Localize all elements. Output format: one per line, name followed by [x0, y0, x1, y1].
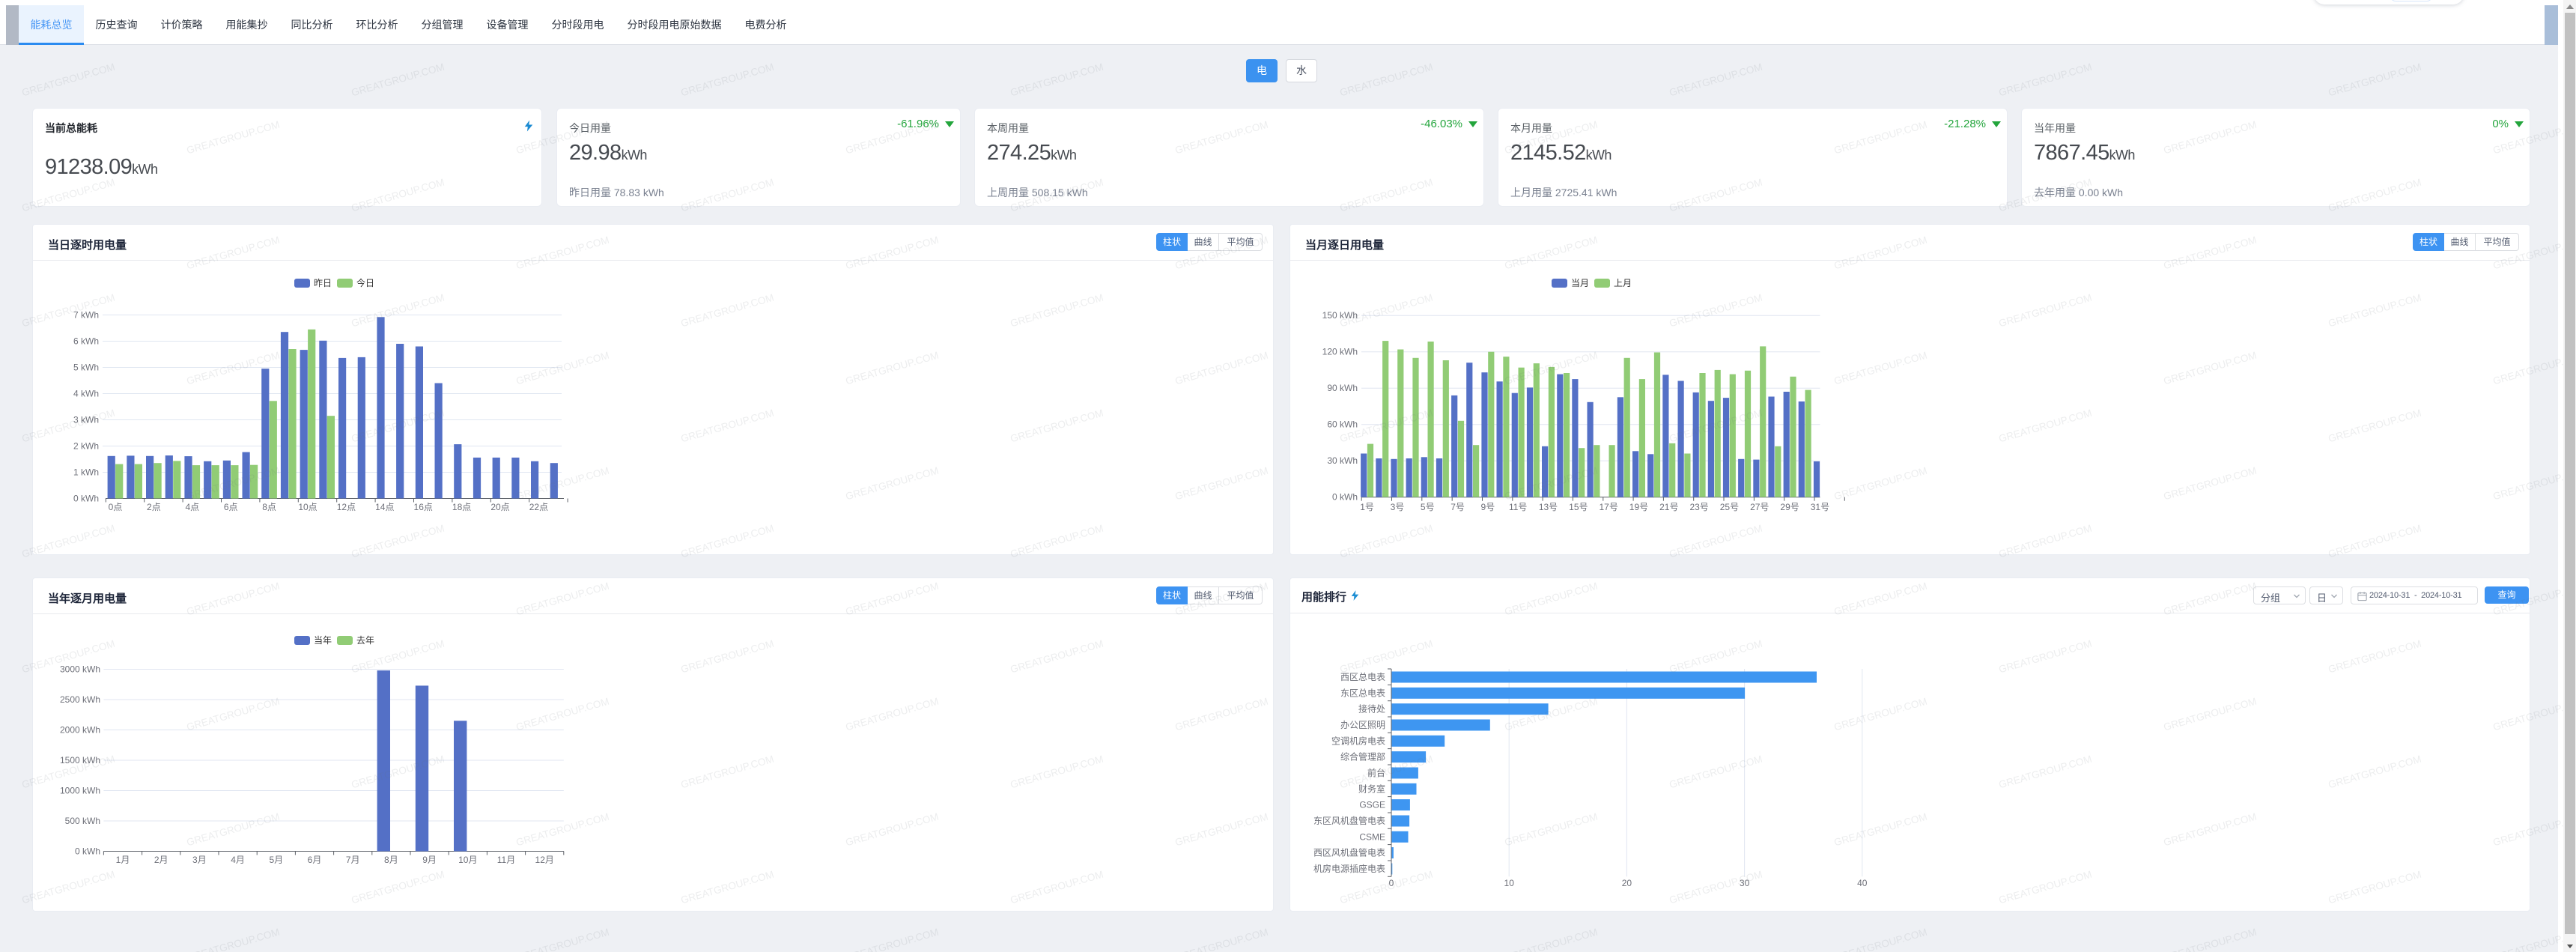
- svg-text:当年: 当年: [314, 635, 332, 646]
- svg-text:财务室: 财务室: [1358, 783, 1385, 794]
- svg-text:11号: 11号: [1509, 502, 1527, 512]
- svg-text:8月: 8月: [384, 855, 398, 865]
- svg-text:GSGE: GSGE: [1359, 800, 1385, 810]
- svg-text:前台: 前台: [1367, 767, 1385, 778]
- svg-text:去年: 去年: [356, 635, 374, 646]
- svg-text:机房电源插座电表: 机房电源插座电表: [1313, 863, 1385, 874]
- svg-text:2月: 2月: [154, 855, 168, 865]
- svg-text:6点: 6点: [224, 502, 238, 512]
- svg-text:29号: 29号: [1780, 502, 1799, 512]
- svg-text:10点: 10点: [298, 502, 317, 512]
- svg-text:30 kWh: 30 kWh: [1327, 455, 1358, 466]
- svg-text:500 kWh: 500 kWh: [65, 816, 100, 826]
- svg-text:4点: 4点: [185, 502, 199, 512]
- svg-text:0点: 0点: [109, 502, 123, 512]
- svg-text:0 kWh: 0 kWh: [1332, 492, 1358, 503]
- svg-text:1月: 1月: [116, 855, 130, 865]
- svg-text:5 kWh: 5 kWh: [73, 363, 99, 373]
- svg-text:0 kWh: 0 kWh: [75, 846, 100, 857]
- svg-text:20: 20: [1622, 878, 1632, 888]
- svg-text:60 kWh: 60 kWh: [1327, 419, 1358, 430]
- svg-text:8点: 8点: [262, 502, 276, 512]
- svg-text:综合管理部: 综合管理部: [1340, 751, 1385, 762]
- svg-text:6 kWh: 6 kWh: [73, 336, 99, 347]
- svg-text:30: 30: [1740, 878, 1750, 888]
- svg-text:13号: 13号: [1539, 502, 1558, 512]
- svg-text:1500 kWh: 1500 kWh: [60, 755, 100, 765]
- svg-text:5月: 5月: [269, 855, 283, 865]
- svg-text:7号: 7号: [1450, 502, 1465, 512]
- svg-text:9号: 9号: [1481, 502, 1495, 512]
- svg-text:5号: 5号: [1421, 502, 1435, 512]
- svg-text:23号: 23号: [1689, 502, 1708, 512]
- svg-text:0 kWh: 0 kWh: [73, 494, 99, 504]
- svg-text:7月: 7月: [346, 855, 360, 865]
- svg-text:东区总电表: 东区总电表: [1340, 688, 1385, 698]
- svg-text:12月: 12月: [535, 855, 554, 865]
- svg-text:2500 kWh: 2500 kWh: [60, 694, 100, 705]
- svg-text:1000 kWh: 1000 kWh: [60, 786, 100, 796]
- svg-text:西区总电表: 西区总电表: [1340, 672, 1385, 682]
- svg-text:17号: 17号: [1599, 502, 1617, 512]
- svg-text:18点: 18点: [452, 502, 471, 512]
- svg-text:3号: 3号: [1391, 502, 1405, 512]
- svg-text:昨日: 昨日: [314, 278, 332, 288]
- svg-text:今日: 今日: [356, 277, 374, 288]
- svg-text:14点: 14点: [375, 502, 394, 512]
- svg-text:20点: 20点: [490, 502, 509, 512]
- svg-text:150 kWh: 150 kWh: [1322, 310, 1358, 321]
- svg-text:西区风机盘管电表: 西区风机盘管电表: [1313, 847, 1385, 858]
- svg-text:2 kWh: 2 kWh: [73, 441, 99, 452]
- svg-text:4月: 4月: [231, 855, 245, 865]
- svg-text:东区风机盘管电表: 东区风机盘管电表: [1313, 815, 1385, 826]
- svg-text:1 kWh: 1 kWh: [73, 467, 99, 478]
- svg-text:11月: 11月: [497, 855, 515, 865]
- svg-text:3000 kWh: 3000 kWh: [60, 664, 100, 675]
- svg-text:0: 0: [1389, 878, 1394, 888]
- svg-text:办公区照明: 办公区照明: [1340, 719, 1385, 730]
- svg-text:7 kWh: 7 kWh: [73, 310, 99, 321]
- svg-text:当月: 当月: [1571, 278, 1589, 288]
- svg-text:3 kWh: 3 kWh: [73, 415, 99, 425]
- svg-text:22点: 22点: [529, 502, 548, 512]
- svg-text:3月: 3月: [192, 855, 207, 865]
- svg-text:21号: 21号: [1659, 502, 1678, 512]
- svg-text:15号: 15号: [1569, 502, 1588, 512]
- svg-text:19号: 19号: [1629, 502, 1648, 512]
- svg-text:2000 kWh: 2000 kWh: [60, 725, 100, 736]
- svg-text:4 kWh: 4 kWh: [73, 389, 99, 399]
- svg-text:40: 40: [1857, 878, 1868, 888]
- svg-text:10月: 10月: [458, 855, 477, 865]
- svg-text:上月: 上月: [1614, 278, 1632, 288]
- svg-text:10: 10: [1504, 878, 1515, 888]
- svg-text:CSME: CSME: [1359, 831, 1385, 842]
- svg-text:1号: 1号: [1360, 502, 1374, 512]
- svg-text:25号: 25号: [1720, 502, 1739, 512]
- svg-text:90 kWh: 90 kWh: [1327, 383, 1358, 393]
- svg-text:120 kWh: 120 kWh: [1322, 347, 1358, 357]
- svg-text:6月: 6月: [308, 855, 322, 865]
- svg-text:接待处: 接待处: [1358, 703, 1385, 715]
- svg-text:2点: 2点: [147, 502, 161, 512]
- svg-text:空调机房电表: 空调机房电表: [1331, 735, 1385, 746]
- svg-text:9月: 9月: [422, 855, 437, 865]
- svg-text:31号: 31号: [1811, 502, 1829, 512]
- svg-text:16点: 16点: [414, 502, 433, 512]
- svg-text:12点: 12点: [337, 502, 356, 512]
- svg-text:27号: 27号: [1750, 502, 1769, 512]
